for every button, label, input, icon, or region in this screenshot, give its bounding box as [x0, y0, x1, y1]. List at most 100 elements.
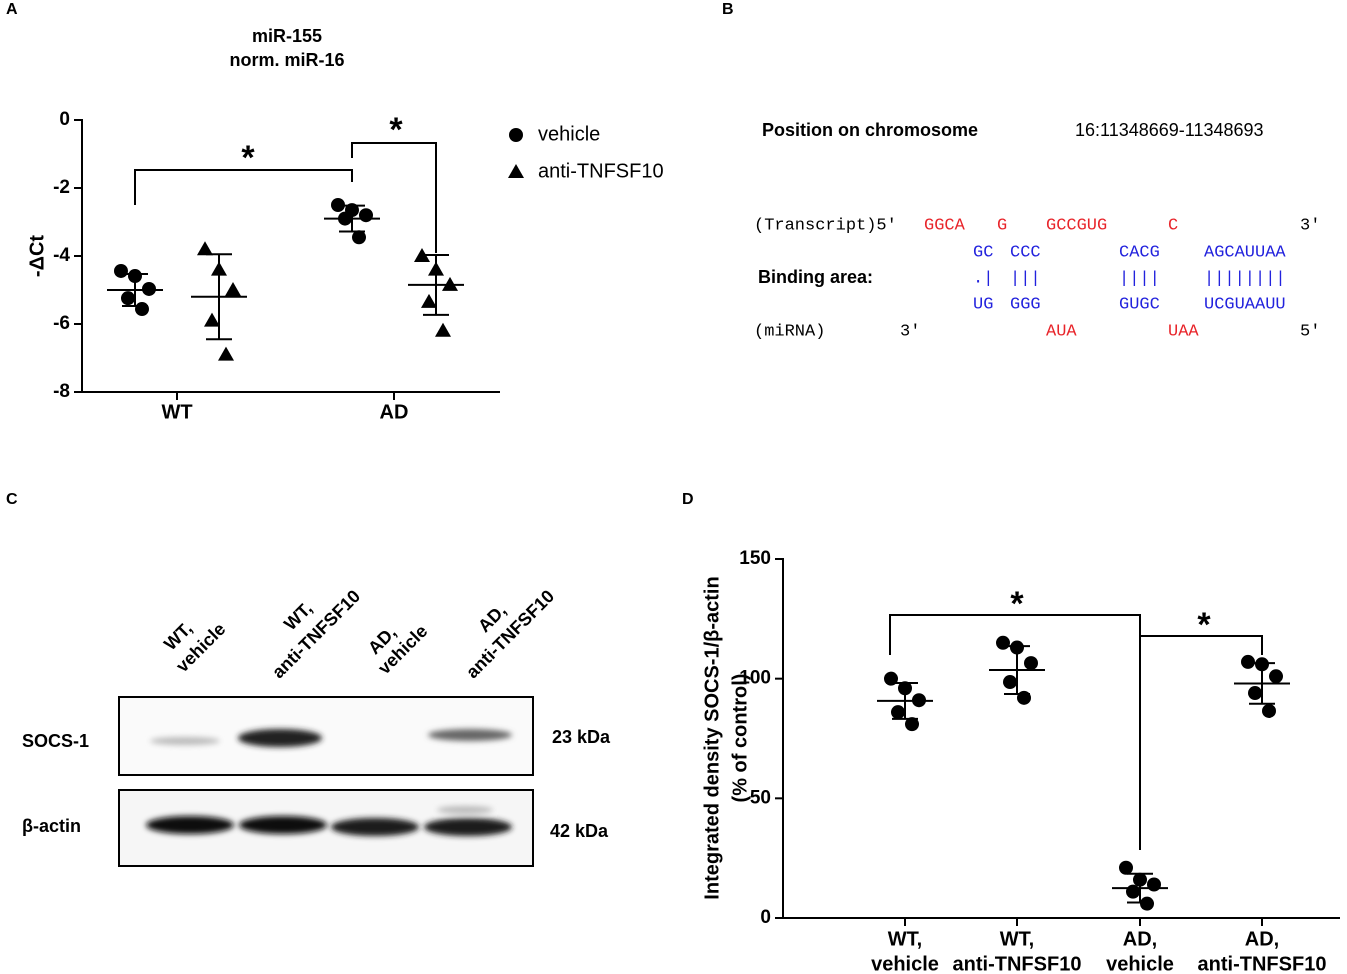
- point: [508, 164, 524, 178]
- seq: GC: [973, 243, 993, 262]
- position-label: Position on chromosome: [762, 120, 978, 140]
- x-tick-label: vehicle: [1106, 953, 1174, 974]
- point: [121, 291, 135, 306]
- y-tick-label: 0: [59, 109, 70, 130]
- y-tick-label: -8: [53, 381, 70, 402]
- seq: 5': [1300, 322, 1320, 341]
- position: 16:11348669-11348693: [1075, 120, 1264, 140]
- point: [225, 282, 241, 296]
- significance-bracket: [134, 169, 353, 205]
- panel-letter: B: [722, 1, 734, 18]
- point: [1024, 656, 1038, 671]
- point: [359, 208, 373, 223]
- legend-label: vehicle: [538, 123, 600, 145]
- point: [1017, 690, 1031, 705]
- pairs: .|: [973, 269, 993, 288]
- band: [428, 729, 512, 741]
- point: [197, 241, 213, 256]
- y-tick-label: -2: [53, 177, 70, 198]
- point: [1003, 675, 1017, 690]
- point: [414, 248, 430, 262]
- x-tick-label: AD,: [1245, 928, 1279, 950]
- seq: (Transcript)5': [754, 216, 897, 235]
- band: [331, 818, 419, 836]
- seq: AGCAUUAA: [1204, 243, 1286, 262]
- seq: GUGC: [1119, 295, 1160, 314]
- x-tick-label: AD: [380, 401, 409, 423]
- significance-label: *: [1010, 585, 1024, 623]
- seq: AUA: [1046, 322, 1077, 341]
- bands: [146, 729, 512, 836]
- pairs: |||: [1010, 269, 1041, 288]
- point: [435, 322, 451, 337]
- point: [509, 128, 523, 142]
- y-tick-label: 150: [739, 548, 771, 569]
- band: [238, 729, 322, 747]
- significance-label: *: [241, 139, 255, 177]
- chart-subtitle: norm. miR-16: [229, 50, 344, 70]
- y-axis-label: Integrated density SOCS-1/β-actin: [701, 576, 723, 899]
- point: [1147, 877, 1161, 892]
- band: [239, 816, 327, 834]
- pairs: ||||||||: [1204, 269, 1286, 288]
- point: [891, 705, 905, 720]
- panel-letter: A: [6, 1, 18, 18]
- x-tick-label: WT,: [1000, 928, 1034, 950]
- row-label: β-actin: [22, 816, 81, 836]
- seq: G: [997, 216, 1007, 235]
- x-tick-label: WT: [161, 401, 192, 423]
- row-size: 23 kDa: [552, 727, 611, 747]
- row-size: 42 kDa: [550, 821, 609, 841]
- seq: GGCA: [924, 216, 966, 235]
- y-tick-label: -4: [53, 245, 70, 266]
- seq: GGG: [1010, 295, 1041, 314]
- point: [218, 346, 234, 361]
- alignment: (Transcript)5' GGCA G GCCGUG C 3' GC CCC…: [754, 216, 1320, 341]
- point: [142, 281, 156, 296]
- x-tick-label: vehicle: [871, 953, 939, 974]
- point: [996, 635, 1010, 650]
- significance-label: *: [1197, 606, 1211, 644]
- chart-title: miR-155: [252, 26, 322, 46]
- band: [437, 806, 493, 814]
- y-axis-label: -ΔCt: [26, 235, 48, 277]
- band: [424, 818, 512, 836]
- binding-label: Binding area:: [758, 267, 873, 287]
- seq: UCGUAAUU: [1204, 295, 1286, 314]
- point: [1126, 884, 1140, 899]
- point: [1119, 860, 1133, 875]
- x-tick-label: anti-TNFSF10: [1198, 953, 1327, 974]
- significance-bracket: [351, 142, 437, 253]
- seq: C: [1168, 216, 1178, 235]
- y-tick-label: 100: [739, 668, 771, 689]
- seq: GCCGUG: [1046, 216, 1107, 235]
- seq: UG: [973, 295, 993, 314]
- point: [1241, 654, 1255, 669]
- point: [905, 717, 919, 732]
- pairs: ||||: [1119, 269, 1160, 288]
- significance-bracket: [889, 614, 1141, 850]
- lane-label: anti-TNFSF10: [268, 586, 364, 682]
- point: [204, 312, 220, 327]
- x-tick-label: AD,: [1123, 928, 1157, 950]
- point: [352, 230, 366, 245]
- lane-labels: WT, vehicle WT, anti-TNFSF10 AD, vehicle…: [160, 586, 558, 682]
- point: [1269, 669, 1283, 684]
- x-tick-label: anti-TNFSF10: [953, 953, 1082, 974]
- significance-label: *: [389, 111, 403, 149]
- seq: 3': [900, 322, 920, 341]
- significance-bracket: [1139, 635, 1263, 655]
- point: [1248, 686, 1262, 701]
- seq: 3': [1300, 216, 1320, 235]
- point: [331, 198, 345, 212]
- y-tick-label: 0: [760, 907, 771, 928]
- point: [1140, 896, 1154, 911]
- band: [146, 816, 234, 834]
- seq: CCC: [1010, 243, 1041, 262]
- seq: (miRNA): [754, 322, 825, 341]
- point: [421, 293, 437, 308]
- seq: UAA: [1168, 322, 1199, 341]
- y-axis-label-note: (% of control): [729, 674, 751, 803]
- panel-letter: C: [6, 491, 18, 508]
